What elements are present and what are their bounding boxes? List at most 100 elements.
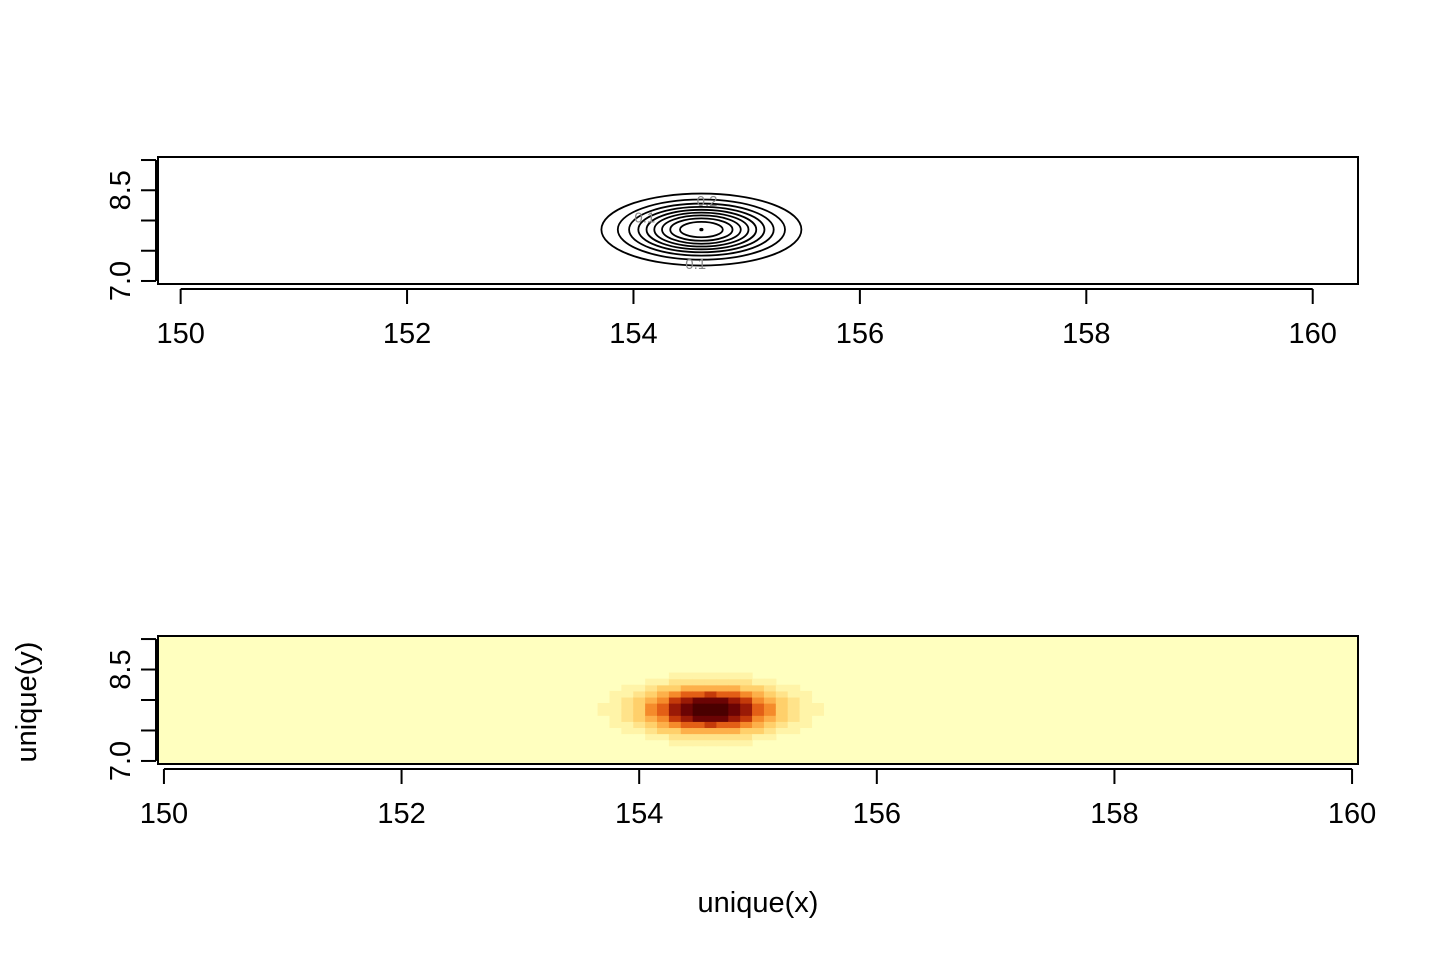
heatmap-cell (645, 721, 658, 729)
heatmap-cell (728, 696, 741, 704)
contour-level-label: 0.1 (634, 209, 655, 226)
heatmap-cell (763, 721, 777, 729)
heatmap-cell (716, 703, 729, 710)
heatmap-cell (740, 678, 753, 686)
heatmap-cell (752, 696, 765, 704)
contour-y-tick-label: 8.5 (105, 170, 137, 210)
heatmap-cell (728, 727, 741, 735)
contour-level-label: 0.2 (697, 193, 718, 210)
heatmap-cell (657, 684, 670, 692)
heatmap-cell (775, 684, 789, 692)
heatmap-cell (621, 684, 634, 692)
heatmap-cell (752, 678, 765, 686)
heatmap-x-axis-title: unique(x) (698, 887, 819, 919)
contour-y-tick-label: 7.0 (105, 261, 137, 301)
heatmap-cell (704, 721, 718, 729)
heatmap-cell (657, 709, 670, 716)
heatmap-cells (158, 636, 1358, 764)
heatmap-cell (787, 703, 801, 710)
heatmap-cell (692, 709, 706, 716)
heatmap-cell (752, 709, 765, 716)
heatmap-cell (728, 739, 741, 747)
heatmap-cell (633, 709, 646, 716)
heatmap-cell (668, 727, 682, 735)
heatmap-cell (775, 721, 789, 729)
heatmap-cell (763, 715, 777, 722)
heatmap-cell (787, 684, 801, 692)
heatmap-cell (704, 727, 718, 735)
heatmap-cell (668, 739, 682, 747)
heatmap-cell (645, 684, 658, 692)
contour-line (637, 205, 766, 254)
heatmap-cell (657, 715, 670, 722)
heatmap-cell (752, 684, 765, 692)
heatmap-cell (680, 684, 694, 692)
heatmap-cell (645, 678, 658, 686)
heatmap-cell (716, 696, 729, 704)
heatmap-cell (645, 715, 658, 722)
heatmap-cell (763, 690, 777, 698)
heatmap-cell (716, 715, 729, 722)
heatmap-cell (597, 709, 611, 716)
heatmap-cell (680, 733, 694, 741)
heatmap-cell (668, 721, 682, 729)
heatmap-cell (799, 703, 813, 710)
heatmap-cell (704, 684, 718, 692)
heatmap-y-axis: 7.0 8.5 (105, 638, 157, 781)
heatmap-y-axis-title: unique(y) (11, 642, 43, 763)
heatmap-cell (609, 721, 622, 729)
heatmap-cell (621, 690, 634, 698)
heatmap-cell (621, 696, 634, 704)
heatmap-cell (645, 727, 658, 735)
contour-line (645, 208, 758, 251)
heatmap-cell (728, 678, 741, 686)
heatmap-cell (609, 715, 622, 722)
heatmap-cell (704, 733, 718, 741)
heatmap-cell (692, 672, 706, 680)
heatmap-cell (633, 703, 646, 710)
heatmap-cell (752, 733, 765, 741)
heatmap-y-tick-label: 7.0 (105, 741, 137, 781)
heatmap-cell (668, 672, 682, 680)
heatmap-cell (609, 696, 622, 704)
heatmap-x-tick-label: 156 (853, 798, 901, 830)
heatmap-cell (668, 684, 682, 692)
contour-x-tick-label: 156 (836, 318, 884, 350)
heatmap-cell (716, 721, 729, 729)
heatmap-cell (680, 727, 694, 735)
heatmap-cell (799, 709, 813, 716)
heatmap-cell (787, 715, 801, 722)
heatmap-cell (716, 739, 729, 747)
heatmap-cell (680, 715, 694, 722)
heatmap-cell (704, 703, 718, 710)
heatmap-cell (740, 733, 753, 741)
heatmap-cell (728, 721, 741, 729)
contour-x-tick-label: 158 (1062, 318, 1110, 350)
heatmap-cell (645, 709, 658, 716)
heatmap-cell (763, 703, 777, 710)
heatmap-cell (752, 727, 765, 735)
heatmap-cell (763, 678, 777, 686)
contour-line (661, 214, 742, 245)
contour-line (653, 211, 750, 248)
heatmap-cell (609, 703, 622, 710)
heatmap-cell (763, 684, 777, 692)
heatmap-cell (704, 715, 718, 722)
heatmap-cell (692, 696, 706, 704)
heatmap-cell (740, 684, 753, 692)
heatmap-cell (728, 709, 741, 716)
heatmap-cell (692, 739, 706, 747)
heatmap-cell (704, 678, 718, 686)
heatmap-cell (692, 715, 706, 722)
heatmap-y-tick-label: 8.5 (105, 649, 137, 689)
heatmap-cell (609, 690, 622, 698)
heatmap-cell (740, 709, 753, 716)
heatmap-cell (775, 696, 789, 704)
heatmap-cell (799, 721, 813, 729)
heatmap-cell (680, 690, 694, 698)
heatmap-cell (716, 733, 729, 741)
heatmap-cell (763, 709, 777, 716)
heatmap-cell (692, 690, 706, 698)
heatmap-cell (668, 696, 682, 704)
